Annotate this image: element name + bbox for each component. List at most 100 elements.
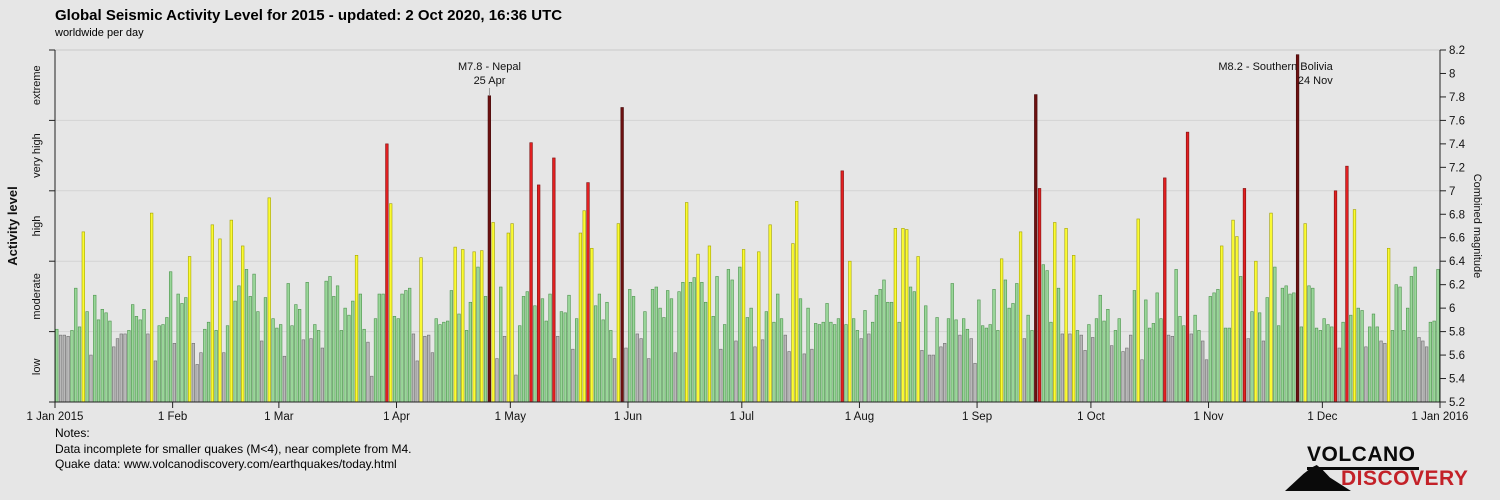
day-bar xyxy=(681,282,685,403)
day-bar xyxy=(863,310,867,403)
day-bar xyxy=(590,247,594,403)
day-bar xyxy=(958,334,962,403)
day-bar xyxy=(757,251,761,403)
day-bar xyxy=(301,339,306,403)
magnitude-tick-label: 8 xyxy=(1449,68,1455,80)
day-bar xyxy=(1356,307,1360,403)
day-bar xyxy=(1258,312,1262,403)
day-bar xyxy=(381,293,385,403)
day-bar xyxy=(66,335,70,403)
day-bar xyxy=(351,300,355,403)
day-bar xyxy=(897,321,901,403)
day-bar xyxy=(1352,209,1357,403)
day-bar xyxy=(916,256,920,403)
month-tick-label: 1 Jun xyxy=(614,411,642,423)
day-bar xyxy=(237,285,241,403)
day-bar xyxy=(1409,276,1414,403)
day-bar xyxy=(518,325,522,403)
day-bar xyxy=(666,290,670,403)
day-bar xyxy=(981,325,985,403)
day-bar xyxy=(415,360,419,403)
day-bar xyxy=(55,328,59,403)
day-bar xyxy=(499,286,503,403)
day-bar xyxy=(696,253,700,403)
day-bar xyxy=(969,338,973,403)
day-bar xyxy=(829,321,833,403)
day-bar xyxy=(275,327,279,403)
day-bar xyxy=(730,279,734,403)
day-bar xyxy=(844,324,848,403)
day-bar xyxy=(244,269,249,403)
magnitude-tick-label: 6.4 xyxy=(1449,256,1466,268)
day-bar xyxy=(935,317,939,403)
day-bar xyxy=(184,297,188,403)
day-bar xyxy=(624,347,628,403)
day-bar xyxy=(392,316,397,403)
day-bar xyxy=(1398,286,1402,403)
day-bar xyxy=(567,294,571,403)
magnitude-tick-label: 7.4 xyxy=(1449,139,1466,151)
month-tick-label: 1 Dec xyxy=(1307,411,1337,423)
logo-volcano-text: VOLCANO xyxy=(1307,443,1419,471)
day-bar xyxy=(836,318,841,403)
day-bar xyxy=(263,297,268,403)
day-bar xyxy=(999,258,1004,403)
day-bar xyxy=(521,296,526,403)
day-bar xyxy=(578,232,583,403)
day-bar xyxy=(840,170,844,403)
day-bar xyxy=(165,317,169,403)
day-bar xyxy=(119,333,123,403)
day-bar xyxy=(631,296,636,403)
day-bar xyxy=(1011,303,1015,403)
day-bar xyxy=(779,318,784,403)
day-bar xyxy=(1284,285,1288,403)
day-bar xyxy=(1030,330,1034,403)
day-bar xyxy=(552,157,556,403)
magnitude-tick-label: 7.6 xyxy=(1449,115,1465,127)
day-bar xyxy=(1428,321,1433,403)
day-bar xyxy=(195,364,199,403)
day-bar xyxy=(343,307,347,403)
day-bar xyxy=(1197,330,1201,403)
day-bar xyxy=(1273,266,1277,403)
day-bar xyxy=(1159,318,1163,403)
chart-notes: Notes: Data incomplete for smaller quake… xyxy=(55,426,411,473)
day-bar xyxy=(912,291,916,403)
day-bar xyxy=(574,318,579,403)
day-bar xyxy=(150,212,154,403)
day-bar xyxy=(297,309,302,403)
day-bar xyxy=(833,324,837,403)
day-bar xyxy=(1110,345,1114,403)
day-bar xyxy=(776,293,780,403)
day-bar xyxy=(134,316,139,403)
day-bar xyxy=(335,285,340,403)
magnitude-tick-label: 7.2 xyxy=(1449,162,1465,174)
annotation-text: M8.2 - Southern Bolivia xyxy=(1218,61,1333,73)
day-bar xyxy=(305,282,309,403)
day-bar xyxy=(628,289,632,403)
right-axis-title: Combined magnitude xyxy=(1471,174,1483,279)
day-bar xyxy=(487,95,491,403)
day-bar xyxy=(1117,318,1121,403)
activity-band-label: moderate xyxy=(31,273,43,319)
month-tick-label: 1 Oct xyxy=(1077,411,1105,423)
day-bar xyxy=(252,273,256,403)
day-bar xyxy=(825,303,829,403)
day-bar xyxy=(1056,287,1061,403)
day-bar xyxy=(1022,338,1026,403)
day-bar xyxy=(571,348,575,403)
day-bar xyxy=(1053,222,1057,403)
day-bar xyxy=(362,328,366,403)
day-bar xyxy=(1041,264,1045,403)
day-bar xyxy=(411,333,416,403)
day-bar xyxy=(1333,190,1338,403)
day-bar xyxy=(457,313,461,403)
day-bar xyxy=(722,324,727,403)
day-bar xyxy=(1303,223,1307,403)
magnitude-tick-label: 5.2 xyxy=(1449,397,1465,409)
day-bar xyxy=(525,291,529,403)
day-bar xyxy=(867,333,871,403)
day-bar xyxy=(1049,321,1053,403)
day-bar xyxy=(1276,325,1281,403)
day-bar xyxy=(419,257,423,403)
